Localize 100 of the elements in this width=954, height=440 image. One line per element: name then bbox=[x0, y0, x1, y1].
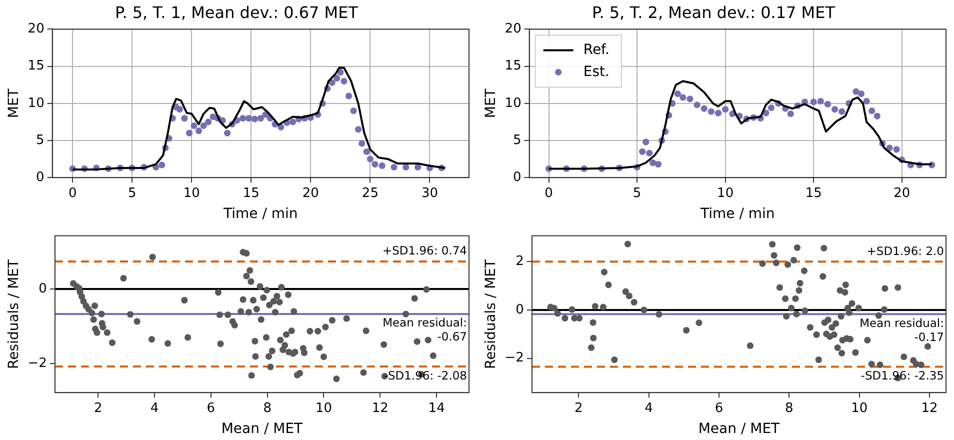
point bbox=[290, 118, 296, 126]
y-tick-label: −2 bbox=[504, 350, 524, 366]
point bbox=[245, 114, 252, 122]
point bbox=[646, 150, 653, 156]
point bbox=[354, 126, 362, 133]
x-tick-label: 8 bbox=[263, 400, 272, 416]
x-axis-title: Mean / MET bbox=[698, 421, 780, 438]
point bbox=[372, 160, 378, 168]
point bbox=[886, 144, 893, 152]
x-tick-label: 20 bbox=[894, 186, 910, 201]
x-axis-title: Mean / MET bbox=[221, 421, 304, 438]
point bbox=[874, 112, 880, 120]
point bbox=[824, 100, 832, 108]
legend-label: Est. bbox=[583, 64, 610, 80]
point bbox=[240, 114, 246, 122]
x-tick-label: 10 bbox=[315, 400, 332, 416]
point bbox=[358, 140, 366, 147]
ref-line-label: Mean residual: -0.17 bbox=[860, 316, 944, 344]
x-tick-label: 20 bbox=[302, 186, 319, 201]
point bbox=[642, 138, 650, 146]
x-tick-label: 6 bbox=[206, 400, 216, 416]
point bbox=[654, 160, 662, 168]
point bbox=[686, 96, 694, 102]
legend-label: Ref. bbox=[583, 42, 610, 58]
point bbox=[345, 92, 352, 100]
point bbox=[768, 104, 775, 112]
chart-title: P. 5, T. 2, Mean dev.: 0.17 MET bbox=[592, 2, 836, 22]
x-tick-label: 8 bbox=[785, 400, 794, 416]
point bbox=[340, 78, 348, 84]
x-tick-label: 6 bbox=[714, 400, 724, 416]
x-tick-label: 25 bbox=[362, 186, 378, 201]
point bbox=[378, 162, 386, 170]
ref-line-label: +SD1.96: 2.0 bbox=[866, 244, 944, 258]
point bbox=[868, 108, 876, 114]
x-axis-title: Time / min bbox=[222, 206, 298, 222]
point bbox=[257, 114, 264, 122]
ref-line-label: Mean residual: -0.67 bbox=[382, 316, 467, 344]
x-tick-label: 10 bbox=[851, 400, 868, 416]
x-tick-label: 12 bbox=[921, 400, 938, 416]
point bbox=[224, 130, 231, 136]
y-tick-label: −2 bbox=[28, 356, 47, 371]
point bbox=[708, 108, 714, 115]
y-tick-label: 0 bbox=[38, 281, 47, 296]
point bbox=[204, 118, 212, 126]
ref-line-label: +SD1.96: 0.74 bbox=[382, 244, 467, 258]
x-tick-label: 10 bbox=[717, 186, 734, 201]
x-tick-label: 4 bbox=[644, 400, 653, 416]
x-tick-label: 4 bbox=[150, 400, 159, 416]
x-tick-label: 30 bbox=[421, 186, 438, 201]
point bbox=[858, 90, 865, 98]
point bbox=[328, 79, 336, 86]
y-tick-label: 10 bbox=[504, 96, 522, 111]
y-axis-title: Residuals / MET bbox=[483, 259, 500, 369]
point bbox=[852, 88, 860, 95]
point bbox=[650, 159, 656, 166]
point bbox=[181, 114, 188, 122]
y-axis-title: Residuals / MET bbox=[6, 259, 22, 369]
point bbox=[722, 106, 729, 113]
y-tick-label: 2 bbox=[516, 254, 524, 270]
point bbox=[810, 98, 817, 106]
x-tick-label: 5 bbox=[632, 186, 642, 201]
x-tick-label: 2 bbox=[94, 400, 102, 416]
point bbox=[363, 148, 370, 155]
y-tick-label: 15 bbox=[504, 58, 522, 74]
y-tick-label: 20 bbox=[504, 22, 522, 37]
y-tick-label: 0 bbox=[513, 170, 522, 185]
point bbox=[714, 110, 722, 116]
y-tick-label: 5 bbox=[36, 132, 44, 148]
point bbox=[195, 128, 202, 134]
point bbox=[402, 164, 410, 171]
point bbox=[366, 156, 374, 162]
x-tick-label: 2 bbox=[574, 400, 583, 416]
point bbox=[414, 164, 422, 171]
x-tick-label: 0 bbox=[68, 186, 77, 201]
point bbox=[863, 98, 870, 104]
point bbox=[337, 68, 344, 76]
point bbox=[200, 122, 207, 129]
point bbox=[176, 106, 184, 113]
y-axis-title: MET bbox=[483, 88, 500, 118]
ref-line-label: -SD1.96: -2.35 bbox=[860, 368, 944, 382]
y-axis-title: MET bbox=[6, 88, 22, 118]
chart-title: P. 5, T. 1, Mean dev.: 0.67 MET bbox=[115, 2, 358, 22]
point bbox=[190, 122, 198, 129]
point bbox=[893, 146, 900, 153]
y-tick-label: 5 bbox=[513, 132, 522, 148]
y-tick-label: 10 bbox=[28, 96, 44, 111]
point bbox=[700, 105, 708, 112]
y-tick-label: 0 bbox=[516, 302, 524, 318]
x-tick-label: 14 bbox=[428, 400, 445, 416]
x-tick-label: 12 bbox=[372, 400, 388, 416]
point bbox=[334, 74, 340, 82]
x-tick-label: 15 bbox=[805, 186, 822, 201]
y-tick-label: 0 bbox=[36, 170, 44, 185]
point bbox=[186, 130, 193, 136]
x-tick-label: 5 bbox=[128, 186, 136, 201]
point bbox=[158, 162, 166, 168]
point bbox=[251, 116, 258, 122]
y-tick-label: 20 bbox=[28, 22, 44, 37]
point bbox=[838, 108, 846, 115]
x-tick-label: 0 bbox=[544, 186, 553, 201]
